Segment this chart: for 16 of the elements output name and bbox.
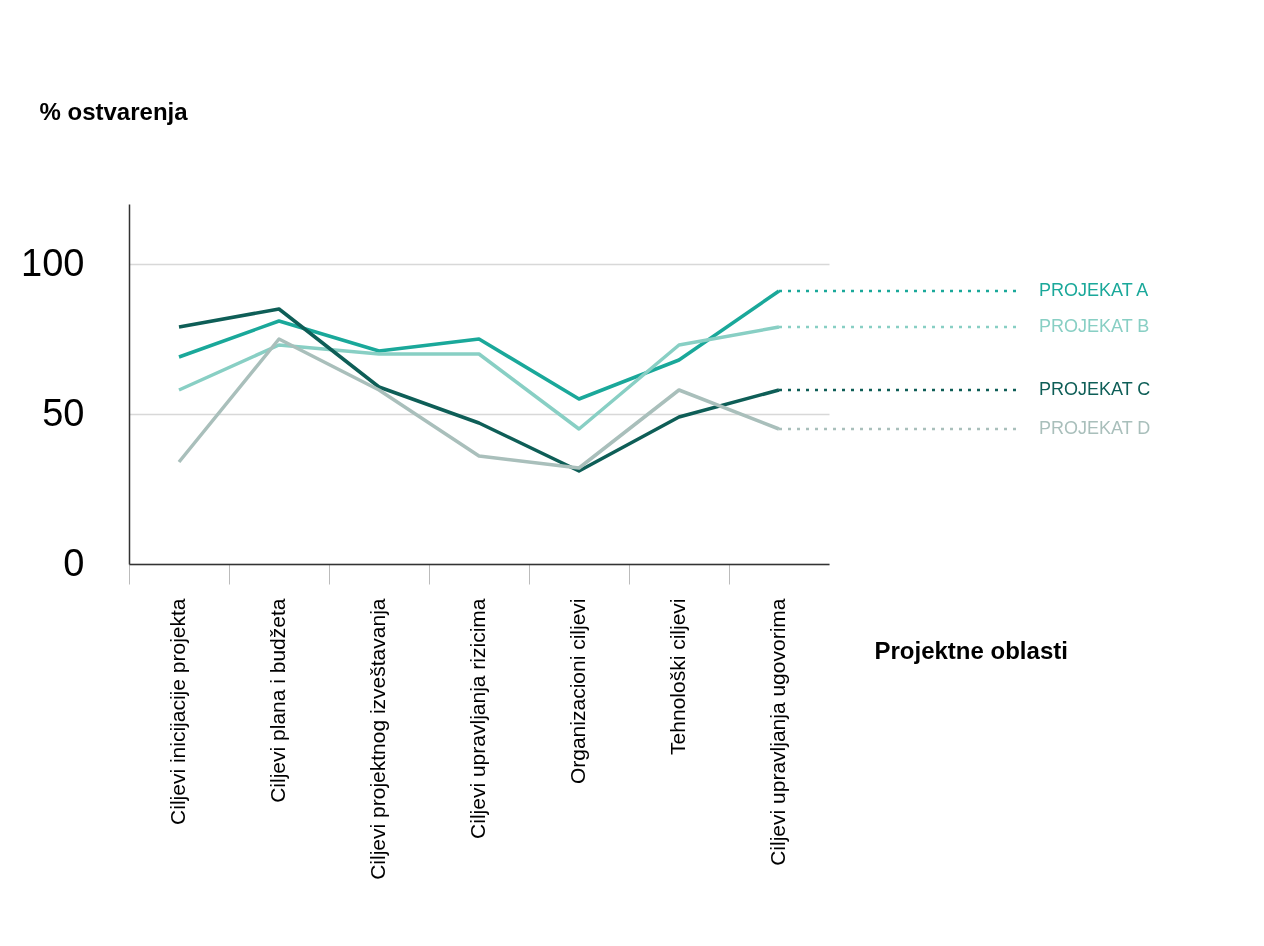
y-tick-label: 0	[63, 541, 85, 584]
x-axis-title: Projektne oblasti	[874, 636, 1068, 664]
text: PROJEKAT A	[1039, 280, 1149, 300]
x-tick-label: Organizacioni ciljevi	[566, 598, 589, 785]
y-tick-label: 100	[21, 241, 85, 284]
y-axis-title: % ostvarenja	[39, 97, 189, 125]
x-tick-label: Ciljevi projektnog izveštavanja	[366, 598, 389, 880]
x-tick-label: Ciljevi plana i budžeta	[266, 598, 289, 803]
x-tick-label: Ciljevi upravljanja rizicima	[466, 598, 489, 839]
text: PROJEKAT D	[1039, 418, 1151, 438]
y-tick-label: 50	[42, 391, 85, 434]
text: PROJEKAT C	[1039, 379, 1151, 399]
x-tick-label: Ciljevi inicijacije projekta	[166, 598, 189, 825]
text: PROJEKAT B	[1039, 316, 1150, 336]
x-tick-label: Ciljevi upravljanja ugovorima	[766, 598, 789, 866]
x-tick-label: Tehnološki ciljevi	[666, 598, 689, 755]
